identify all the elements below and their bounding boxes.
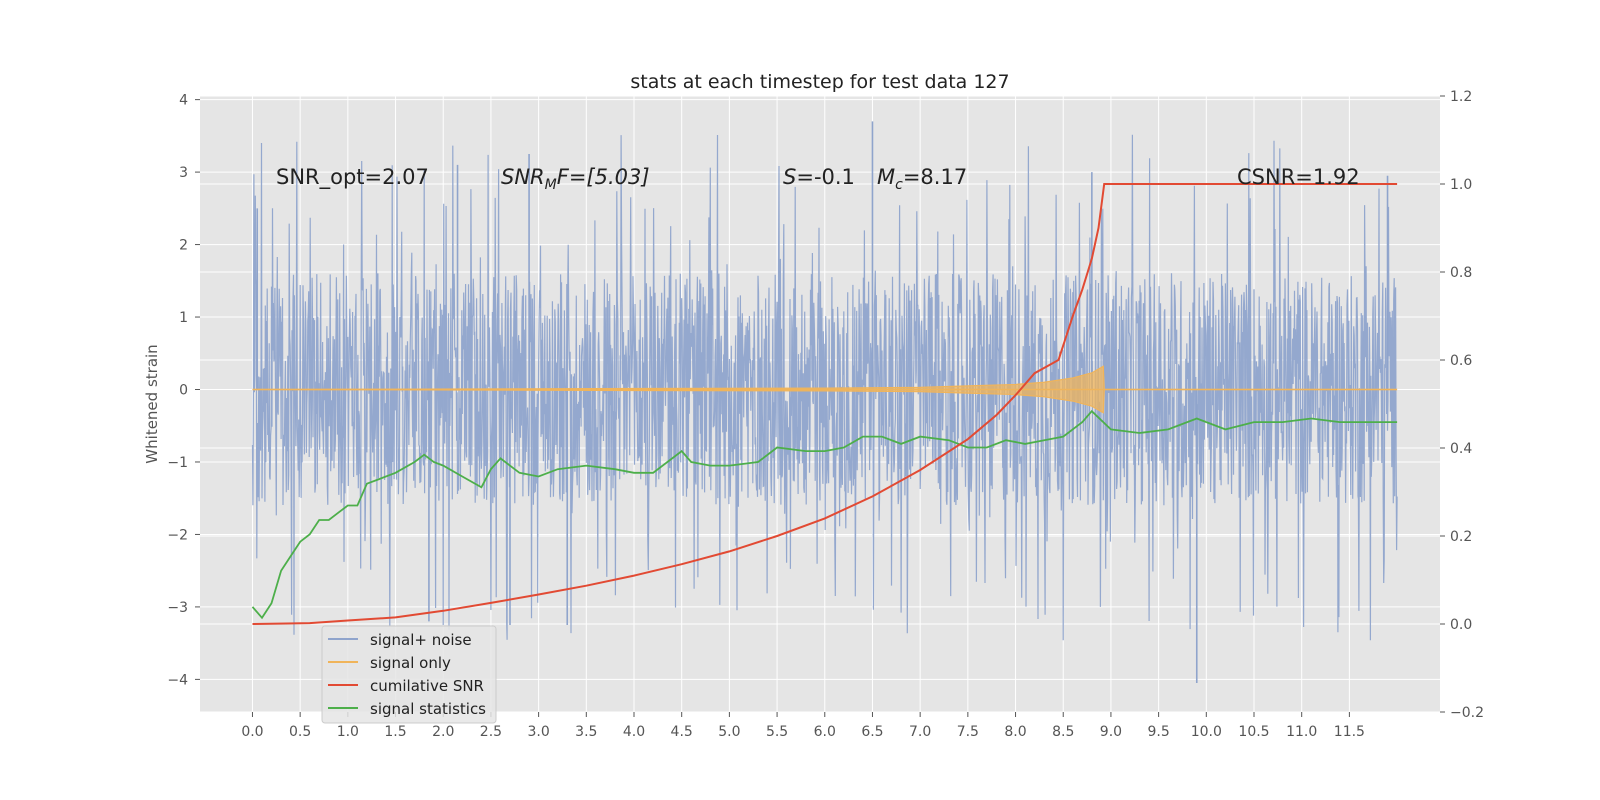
y-tick-label: 0 — [179, 383, 188, 399]
chart-title: stats at each timestep for test data 127 — [630, 71, 1009, 93]
cumulative-snr-series — [252, 183, 1398, 625]
annotation-chirp-mass: Mc=8.17 — [877, 165, 967, 193]
x-tick-label: 8.0 — [1004, 724, 1026, 740]
x-tick-label: 6.0 — [814, 724, 836, 740]
x-tick-label: 1.0 — [337, 724, 359, 740]
y-axis-label: Whitened strain — [143, 344, 161, 463]
y2-tick-label: 0.0 — [1450, 617, 1472, 633]
signal-noise-series — [251, 121, 1398, 684]
x-tick-label: 10.5 — [1238, 724, 1269, 740]
legend-label-noise: signal+ noise — [370, 631, 472, 649]
x-tick-label: 7.0 — [909, 724, 931, 740]
x-tick-label: 10.0 — [1191, 724, 1222, 740]
x-tick-label: 1.5 — [384, 724, 406, 740]
x-axis-ticks: 0.0 0.5 1.0 1.5 2.0 2.5 3.0 3.5 4.0 4.5 5.0 5.5 6.0 6… — [241, 712, 1365, 740]
y-tick-label: −1 — [167, 455, 188, 471]
legend-label-stats: signal statistics — [370, 700, 486, 718]
x-tick-label: 2.0 — [432, 724, 454, 740]
signal-statistics-line — [251, 409, 1398, 620]
x-tick-label: 8.5 — [1052, 724, 1074, 740]
y-tick-label: −3 — [167, 600, 188, 616]
annotation-snr-opt: SNR_opt=2.07 — [276, 165, 429, 190]
left-axis-ticks: 4 3 2 1 0 −1 −2 −3 −4 — [167, 93, 200, 688]
y-tick-label: 4 — [179, 93, 188, 109]
x-tick-label: 5.0 — [718, 724, 740, 740]
legend-label-signal: signal only — [370, 654, 451, 672]
y-tick-label: −2 — [167, 527, 188, 543]
annotation-spin: S=-0.1 — [783, 165, 855, 189]
legend: signal+ noise signal only cumilative SNR… — [321, 625, 497, 724]
y2-tick-label: −0.2 — [1450, 705, 1484, 721]
signal-noise-line — [251, 134, 1398, 641]
y2-tick-label: 0.4 — [1450, 441, 1472, 457]
x-tick-label: 2.5 — [480, 724, 502, 740]
signal-only-series — [252, 365, 1398, 414]
y-tick-label: −4 — [167, 672, 188, 688]
y-tick-label: 1 — [179, 310, 188, 326]
y2-tick-label: 1.2 — [1450, 89, 1472, 105]
x-tick-label: 3.5 — [575, 724, 597, 740]
x-tick-label: 0.0 — [241, 724, 263, 740]
x-tick-label: 4.5 — [671, 724, 693, 740]
right-axis-ticks: 1.2 1.0 0.8 0.6 0.4 0.2 0.0 −0.2 — [1440, 89, 1484, 721]
x-tick-label: 7.5 — [957, 724, 979, 740]
y2-tick-label: 1.0 — [1450, 177, 1472, 193]
y2-tick-label: 0.6 — [1450, 353, 1472, 369]
y2-tick-label: 0.2 — [1450, 529, 1472, 545]
x-tick-label: 6.5 — [861, 724, 883, 740]
x-tick-label: 5.5 — [766, 724, 788, 740]
x-tick-label: 0.5 — [289, 724, 311, 740]
y-tick-label: 2 — [179, 238, 188, 254]
annotation-csnr: CSNR=1.92 — [1237, 165, 1360, 189]
x-tick-label: 11.0 — [1286, 724, 1317, 740]
legend-label-snr: cumilative SNR — [370, 677, 484, 695]
x-tick-label: 9.5 — [1147, 724, 1169, 740]
y2-tick-label: 0.8 — [1450, 265, 1472, 281]
annotation-snr-mf: SNRMF=[5.03] — [501, 165, 650, 193]
x-tick-label: 4.0 — [623, 724, 645, 740]
legend-box — [321, 625, 497, 724]
cumulative-snr-line — [252, 183, 1398, 625]
x-tick-label: 9.0 — [1100, 724, 1122, 740]
y-tick-label: 3 — [179, 165, 188, 181]
signal-statistics-series — [251, 409, 1398, 620]
x-tick-label: 3.0 — [527, 724, 549, 740]
x-tick-label: 11.5 — [1334, 724, 1365, 740]
